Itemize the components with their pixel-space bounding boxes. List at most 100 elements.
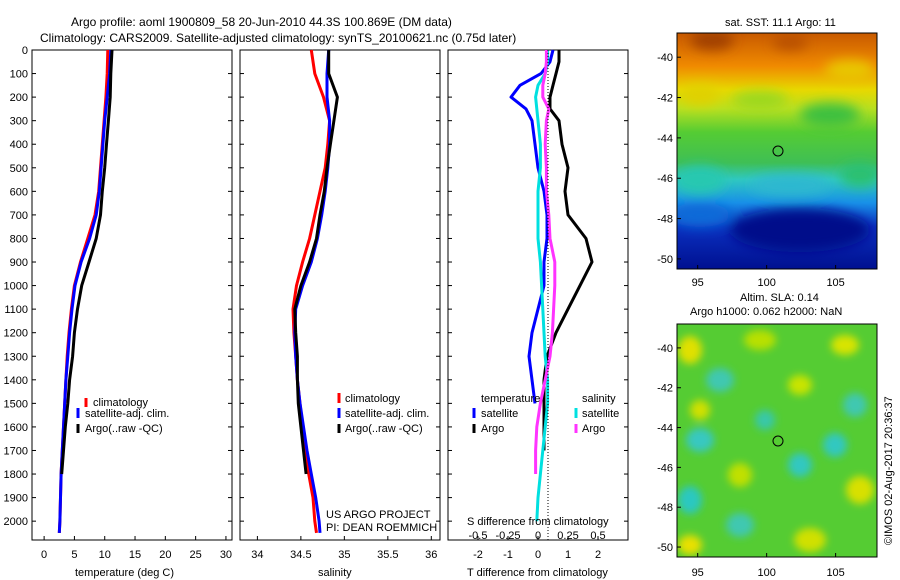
- sla-map-frame: [676, 323, 878, 558]
- temperature-series: [57, 49, 114, 533]
- x-tick-label: 0: [41, 549, 47, 561]
- series-line-satellite-temperature: [509, 49, 555, 404]
- legend-label-satellite: satellite-adj. clim.: [85, 408, 169, 420]
- x-tick-label: 0.5: [590, 530, 605, 542]
- x-tick-label: -1: [503, 549, 513, 561]
- legend-label-t-satellite: satellite: [481, 408, 518, 420]
- map-lon-tick-label: 105: [826, 567, 844, 579]
- sst-map-frame: [676, 32, 878, 270]
- map-lat-tick-label: -48: [657, 214, 673, 226]
- depth-tick-label: 900: [10, 257, 28, 269]
- x-tick-label: 34: [251, 549, 263, 561]
- legend-title-temperature: temperature: [481, 393, 540, 405]
- depth-tick-label: 1500: [4, 398, 28, 410]
- legend-label-climatology: climatology: [345, 393, 401, 405]
- x-tick-label: 10: [99, 549, 111, 561]
- series-line-argo-temperature: [542, 50, 594, 451]
- sst-map-title: sat. SST: 11.1 Argo: 11: [725, 17, 836, 29]
- series-line-satellite-adj-clim: [57, 49, 113, 533]
- pi-label: PI: DEAN ROEMMICH: [326, 522, 437, 534]
- depth-tick-label: 800: [10, 233, 28, 245]
- map-lat-tick-label: -50: [657, 542, 673, 554]
- legend-label-climatology: climatology: [93, 397, 149, 409]
- map-lat-tick-label: -44: [657, 423, 673, 435]
- salinity-plot-frame: [239, 49, 441, 541]
- map-lat-tick-label: -50: [657, 254, 673, 266]
- x-tick-label: 2: [595, 549, 601, 561]
- depth-tick-label: 600: [10, 186, 28, 198]
- depth-tick-label: 1100: [4, 304, 28, 316]
- x-tick-label: 20: [159, 549, 171, 561]
- x-tick-label: 5: [71, 549, 77, 561]
- sla-map-title: Altim. SLA: 0.14: [740, 292, 819, 304]
- map-lon-tick-label: 105: [826, 277, 844, 289]
- x-tick-label: 0.25: [557, 530, 578, 542]
- x-tick-label: 25: [190, 549, 202, 561]
- header-line-1: Argo profile: aoml 1900809_58 20-Jun-201…: [71, 15, 452, 29]
- temperature-axis-label: temperature (deg C): [75, 567, 174, 579]
- sst-heatmap: [677, 33, 877, 269]
- depth-tick-label: 1000: [4, 281, 28, 293]
- map-axis-labels: 95 100 105 -40 -42 -44 -46 -48 -50 95 100 105 -40 -42…: [657, 52, 845, 579]
- x-tick-label: 1: [565, 549, 571, 561]
- x-tick-label: 35: [338, 549, 350, 561]
- depth-tick-label: 500: [10, 163, 28, 175]
- depth-tick-label: 1800: [4, 469, 28, 481]
- credit-label: ©IMOS 02-Aug-2017 20:36:37: [883, 396, 895, 545]
- temperature-plot-frame: [31, 49, 233, 541]
- map-lat-tick-label: -42: [657, 93, 673, 105]
- map-lat-tick-label: -46: [657, 462, 673, 474]
- t-difference-axis-label: T difference from climatology: [467, 567, 608, 579]
- map-lat-tick-label: -40: [657, 52, 673, 64]
- map-lat-tick-label: -44: [657, 133, 673, 145]
- depth-tick-label: 1400: [4, 375, 28, 387]
- argo-location-marker: [772, 435, 784, 447]
- legend-title-salinity: salinity: [582, 393, 616, 405]
- difference-legend: temperature salinity satellite Argo sate…: [472, 393, 619, 435]
- salinity-legend: climatology satellite-adj. clim. Argo(..…: [337, 393, 429, 435]
- legend-label-argo: Argo(..raw -QC): [345, 423, 423, 435]
- depth-tick-label: 1300: [4, 351, 28, 363]
- salinity-axis-label: salinity: [318, 567, 352, 579]
- x-tick-label: -0.25: [495, 530, 520, 542]
- depth-tick-label: 1700: [4, 445, 28, 457]
- map-lat-tick-label: -40: [657, 343, 673, 355]
- sst-texture: [677, 33, 877, 252]
- map-lat-tick-label: -48: [657, 502, 673, 514]
- legend-label-argo: Argo(..raw -QC): [85, 423, 163, 435]
- depth-tick-label: 2000: [4, 516, 28, 528]
- x-tick-label: 34.5: [290, 549, 311, 561]
- depth-tick-label: 300: [10, 116, 28, 128]
- legend-label-satellite: satellite-adj. clim.: [345, 408, 429, 420]
- legend-label-s-argo: Argo: [582, 423, 605, 435]
- axis-ticks: 0 5 10 15 20 25 30 34 34.5 35 35.5 36 -2 -1 0 1 2 -0.5 -0.…: [32, 49, 628, 561]
- depth-tick-label: 700: [10, 210, 28, 222]
- s-difference-axis-label: S difference from climatology: [467, 516, 609, 528]
- legend-label-t-argo: Argo: [481, 423, 504, 435]
- map-lon-tick-label: 95: [692, 567, 704, 579]
- difference-series: [509, 49, 594, 522]
- depth-axis-labels: 0 100 200 300 400 500 600 700 800 900 1000 1100 1200…: [4, 45, 28, 528]
- map-lon-tick-label: 100: [757, 567, 775, 579]
- sla-heatmap: [677, 324, 877, 557]
- depth-tick-label: 1600: [4, 422, 28, 434]
- series-line-climatology: [57, 49, 110, 533]
- depth-tick-label: 0: [22, 45, 28, 57]
- x-tick-label: 0: [535, 549, 541, 561]
- sla-map-subtitle: Argo h1000: 0.062 h2000: NaN: [690, 306, 842, 318]
- project-label: US ARGO PROJECT: [326, 509, 431, 521]
- temperature-legend: climatology satellite-adj. clim. Argo(..…: [76, 397, 169, 435]
- depth-tick-label: 1900: [4, 493, 28, 505]
- x-tick-label: 36: [425, 549, 437, 561]
- map-lon-tick-label: 100: [757, 277, 775, 289]
- depth-tick-label: 1200: [4, 328, 28, 340]
- series-line-argo-salinity: [534, 50, 557, 474]
- legend-label-s-satellite: satellite: [582, 408, 619, 420]
- header-line-2: Climatology: CARS2009. Satellite-adjuste…: [40, 31, 516, 45]
- series-line-argo-raw-qc: [293, 50, 339, 475]
- x-tick-label: 15: [129, 549, 141, 561]
- series-line-argo-raw-qc: [60, 49, 114, 475]
- sla-texture: [678, 330, 874, 555]
- argo-location-marker: [772, 145, 784, 157]
